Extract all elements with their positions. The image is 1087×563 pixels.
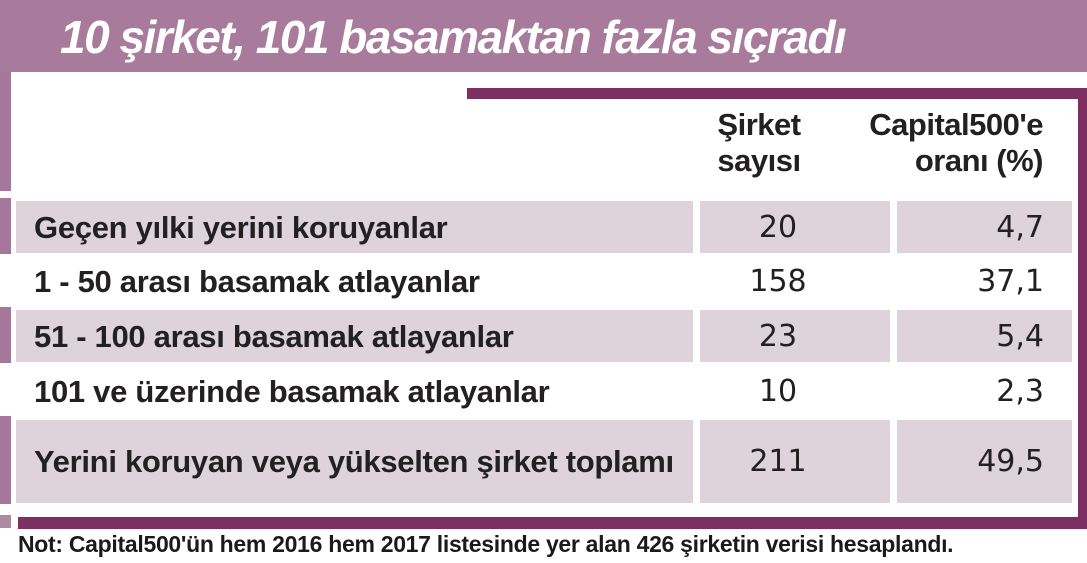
right-accent-bar: [1078, 88, 1087, 529]
column-header-capital500-orani-line2: oranı (%): [914, 143, 1044, 178]
column-header-sirket-sayisi-line1: Şirket: [717, 107, 801, 142]
row-label: 101 ve üzerinde basamak atlayanlar: [34, 373, 550, 409]
column-header-sirket-sayisi: Şirket sayısı: [664, 107, 854, 179]
table-row: 51 - 100 arası basamak atlayanlar 23 5,4: [0, 310, 1087, 362]
table-row: Yerini koruyan veya yükselten şirket top…: [0, 420, 1087, 503]
top-accent-bar: [467, 88, 1087, 99]
column-header-capital500-orani-line1: Capital500'e: [869, 107, 1043, 142]
row-count: 158: [749, 264, 807, 299]
row-count: 211: [700, 420, 890, 503]
row-ratio: 37,1: [977, 264, 1044, 299]
row-count: 20: [700, 201, 890, 253]
left-accent-strip-header: [0, 72, 11, 191]
row-ratio: 2,3: [996, 373, 1044, 409]
title-band: 10 şirket, 101 basamaktan fazla sıçradı: [0, 0, 1087, 72]
row-count: 10: [758, 373, 798, 409]
column-header-capital500-orani: Capital500'e oranı (%): [869, 107, 1043, 179]
row-ratio: 49,5: [897, 420, 1072, 503]
row-label: 1 - 50 arası basamak atlayanlar: [34, 264, 480, 299]
column-header-sirket-sayisi-line2: sayısı: [717, 143, 801, 178]
row-label: Geçen yılki yerini koruyanlar: [16, 201, 693, 253]
left-accent-strip-row5: [0, 416, 11, 504]
row-ratio: 5,4: [897, 310, 1072, 362]
bottom-accent-bar: [18, 517, 1087, 529]
left-accent-strip-row1: [0, 198, 11, 254]
footnote: Not: Capital500'ün hem 2016 hem 2017 lis…: [18, 531, 954, 557]
table-row: 1 - 50 arası basamak atlayanlar 158 37,1: [0, 253, 1087, 310]
row-count: 23: [700, 310, 890, 362]
table-row: Geçen yılki yerini koruyanlar 20 4,7: [0, 201, 1087, 253]
row-ratio: 4,7: [897, 201, 1072, 253]
row-label: 51 - 100 arası basamak atlayanlar: [16, 310, 693, 362]
row-label: Yerini koruyan veya yükselten şirket top…: [16, 420, 693, 503]
page-title: 10 şirket, 101 basamaktan fazla sıçradı: [60, 11, 847, 63]
table-row: 101 ve üzerinde basamak atlayanlar 10 2,…: [0, 362, 1087, 420]
left-accent-strip-row3: [0, 307, 11, 363]
left-accent-square-bottom: [0, 515, 11, 528]
